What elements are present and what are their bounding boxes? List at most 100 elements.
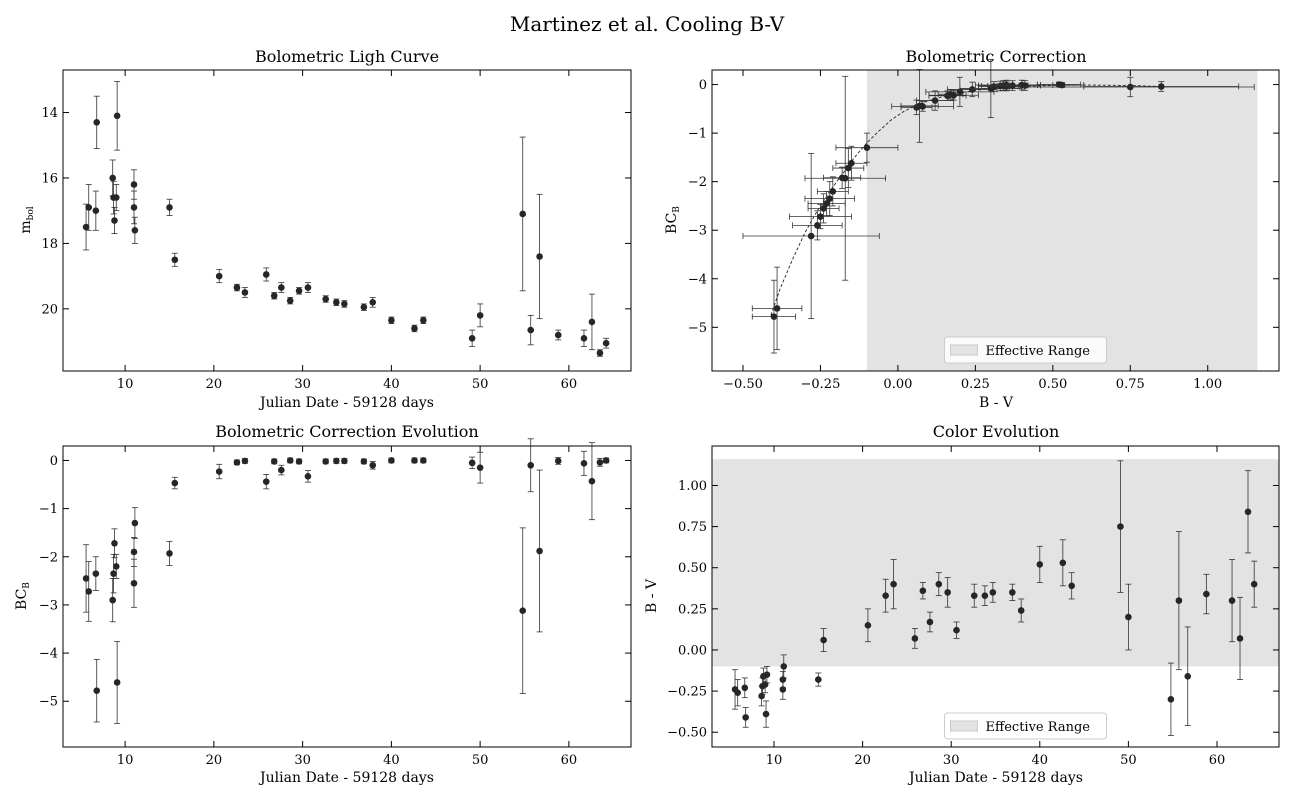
data-marker xyxy=(93,119,101,126)
data-marker xyxy=(970,592,978,599)
data-point xyxy=(981,585,989,606)
plot-bce: 10 20 30 40 50 60 0 −1 −2 −3 −4 −5 xyxy=(39,438,632,768)
data-point xyxy=(82,203,90,251)
x-tick-label: 10 xyxy=(117,377,134,392)
data-point xyxy=(1005,76,1255,98)
data-point xyxy=(82,544,90,613)
legend-swatch xyxy=(950,344,978,356)
data-point xyxy=(588,293,596,351)
data-point xyxy=(85,561,93,622)
x-tick-label: 30 xyxy=(294,377,311,392)
data-marker xyxy=(773,305,781,312)
data-point xyxy=(835,145,868,181)
data-point xyxy=(341,457,348,465)
data-marker xyxy=(468,334,476,342)
data-marker xyxy=(109,596,116,604)
data-marker xyxy=(411,457,418,464)
data-marker xyxy=(85,204,93,211)
data-point xyxy=(215,463,223,480)
data-marker xyxy=(1117,523,1124,530)
data-point xyxy=(944,577,951,608)
y-tick-label: −5 xyxy=(39,695,58,710)
data-marker xyxy=(989,589,997,596)
data-marker xyxy=(780,663,788,670)
data-point xyxy=(925,76,995,107)
data-point xyxy=(333,298,340,306)
data-point xyxy=(341,300,348,308)
data-point xyxy=(527,314,535,346)
data-marker xyxy=(953,626,960,634)
data-point xyxy=(536,193,543,320)
data-point xyxy=(166,540,173,566)
data-marker xyxy=(113,112,121,120)
data-marker xyxy=(112,563,120,570)
x-tick-label: 0.00 xyxy=(883,377,912,392)
data-point xyxy=(171,476,179,490)
y-tick-label: 0 xyxy=(699,78,707,93)
data-marker xyxy=(1059,559,1067,567)
data-point xyxy=(130,190,138,225)
data-point xyxy=(596,349,604,357)
data-point xyxy=(322,295,330,303)
data-point xyxy=(131,216,139,244)
data-marker xyxy=(602,339,610,347)
data-point xyxy=(93,95,101,149)
panel-bce-xlabel: Julian Date - 59128 days xyxy=(258,770,434,786)
legend-box xyxy=(944,712,1107,740)
data-point xyxy=(588,442,596,521)
legend: Effective Range xyxy=(944,336,1107,364)
data-point xyxy=(1117,460,1124,593)
data-point xyxy=(1184,626,1192,727)
data-point xyxy=(304,470,312,483)
panel-bc-xlabel: B - V xyxy=(979,395,1014,411)
axes-frame xyxy=(711,69,1280,372)
data-point xyxy=(580,450,588,476)
data-point xyxy=(935,572,943,597)
data-marker xyxy=(1068,582,1075,590)
y-tick-label: 0.25 xyxy=(678,602,707,617)
data-marker xyxy=(820,636,827,644)
data-marker xyxy=(360,458,368,465)
y-tick-label: −1 xyxy=(688,127,707,142)
data-marker xyxy=(85,588,93,595)
data-marker xyxy=(519,210,527,218)
data-point xyxy=(1009,583,1016,602)
data-point xyxy=(919,582,927,600)
data-marker xyxy=(536,253,543,260)
data-point xyxy=(926,611,934,633)
data-marker xyxy=(369,298,377,306)
data-marker xyxy=(295,458,303,465)
data-point xyxy=(789,204,852,230)
data-point xyxy=(113,641,121,724)
data-marker xyxy=(109,174,116,182)
data-marker xyxy=(130,579,138,587)
data-marker xyxy=(580,460,588,467)
data-point xyxy=(111,528,118,559)
data-point xyxy=(262,474,270,490)
data-marker xyxy=(131,519,139,527)
x-tick-label: 10 xyxy=(766,753,783,768)
data-point xyxy=(1236,596,1244,680)
panel-lc-title: Bolometric Ligh Curve xyxy=(255,47,439,66)
data-point xyxy=(92,556,100,591)
y-tick-label: −5 xyxy=(688,321,707,336)
data-point xyxy=(815,672,822,687)
data-point xyxy=(360,458,368,465)
data-point xyxy=(864,608,872,643)
data-marker xyxy=(112,194,120,201)
data-marker xyxy=(770,313,778,320)
data-marker xyxy=(763,671,771,678)
data-marker xyxy=(388,316,395,324)
data-point xyxy=(241,457,249,465)
data-marker xyxy=(241,289,249,296)
data-point xyxy=(763,666,771,684)
y-tick-label: 20 xyxy=(41,302,58,317)
data-marker xyxy=(820,205,827,212)
panel-ce: Color Evolution Julian Date - 59128 days… xyxy=(644,422,1083,786)
data-marker xyxy=(950,91,957,99)
data-point xyxy=(468,329,476,347)
y-tick-label: −0.25 xyxy=(667,685,707,700)
data-point xyxy=(1250,560,1258,608)
data-marker xyxy=(341,300,348,308)
data-marker xyxy=(848,159,855,167)
